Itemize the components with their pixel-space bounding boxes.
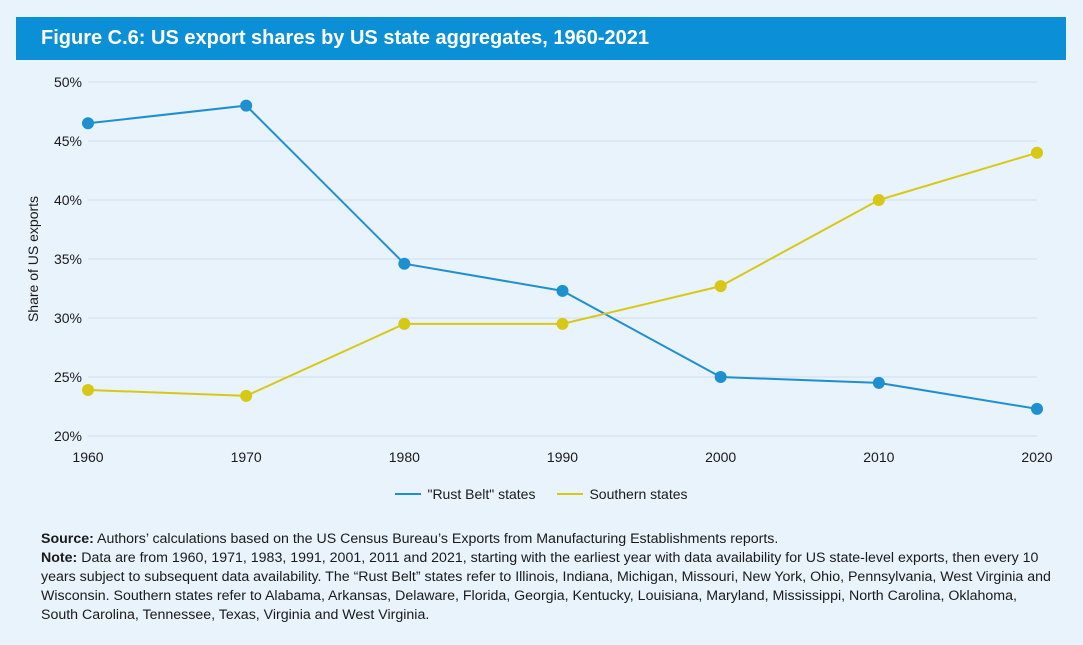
data-point: [240, 389, 253, 402]
x-tick-label: 1960: [72, 449, 103, 465]
series-group: [82, 99, 1043, 415]
source-text: Authors’ calculations based on the US Ce…: [93, 531, 779, 547]
data-point: [1031, 146, 1043, 159]
note-label: Note:: [41, 550, 78, 566]
y-tick-label: 20%: [54, 428, 82, 444]
y-tick-label: 30%: [54, 310, 82, 326]
legend-label: Southern states: [589, 486, 688, 502]
series-rust-belt: [82, 99, 1043, 415]
legend-item: Southern states: [557, 486, 688, 502]
data-point: [556, 284, 569, 297]
data-point: [398, 317, 411, 330]
y-tick-label: 45%: [54, 133, 82, 149]
legend-swatch: [395, 493, 422, 495]
note-line: Note: Data are from 1960, 1971, 1983, 19…: [41, 549, 1051, 625]
grid: [88, 81, 1037, 437]
figure-title-bar: Figure C.6: US export shares by US state…: [16, 17, 1066, 60]
series-southern: [82, 146, 1043, 402]
legend-swatch: [557, 493, 584, 495]
y-axis-label: Share of US exports: [25, 196, 41, 322]
y-axis-ticks: 20% 25% 30% 35% 40% 45% 50%: [54, 74, 82, 444]
data-point: [872, 376, 885, 389]
source-line: Source: Authors’ calculations based on t…: [41, 530, 1051, 549]
x-tick-label: 2000: [705, 449, 736, 465]
data-point: [1031, 402, 1043, 415]
x-tick-label: 1980: [389, 449, 420, 465]
legend-label: "Rust Belt" states: [427, 486, 536, 502]
note-text: Data are from 1960, 1971, 1983, 1991, 20…: [41, 550, 1051, 623]
data-point: [556, 317, 569, 330]
data-point: [240, 99, 253, 112]
footer: Source: Authors’ calculations based on t…: [41, 530, 1051, 625]
data-point: [714, 371, 727, 383]
series-line: [87, 104, 1038, 410]
figure-title: Figure C.6: US export shares by US state…: [41, 27, 650, 49]
source-label: Source:: [41, 531, 94, 547]
legend: "Rust Belt" states Southern states: [0, 486, 1083, 502]
y-tick-label: 25%: [54, 369, 82, 385]
x-tick-label: 1970: [231, 449, 262, 465]
legend-item: "Rust Belt" states: [395, 486, 535, 502]
x-tick-label: 1990: [547, 449, 578, 465]
data-point: [714, 280, 727, 293]
x-axis-ticks: 1960 1970 1980 1990 2000 2010 2020: [72, 449, 1052, 465]
x-tick-label: 2020: [1021, 449, 1052, 465]
data-point: [82, 117, 94, 130]
y-tick-label: 35%: [54, 251, 82, 267]
data-point: [398, 257, 411, 270]
y-tick-label: 40%: [54, 192, 82, 208]
x-tick-label: 2010: [863, 449, 894, 465]
y-tick-label: 50%: [54, 74, 82, 90]
line-chart: 20% 25% 30% 35% 40% 45% 50% 1960 1970 1980 1990 20…: [25, 74, 1053, 465]
data-point: [82, 383, 94, 396]
series-line: [87, 151, 1038, 397]
data-point: [872, 194, 885, 206]
